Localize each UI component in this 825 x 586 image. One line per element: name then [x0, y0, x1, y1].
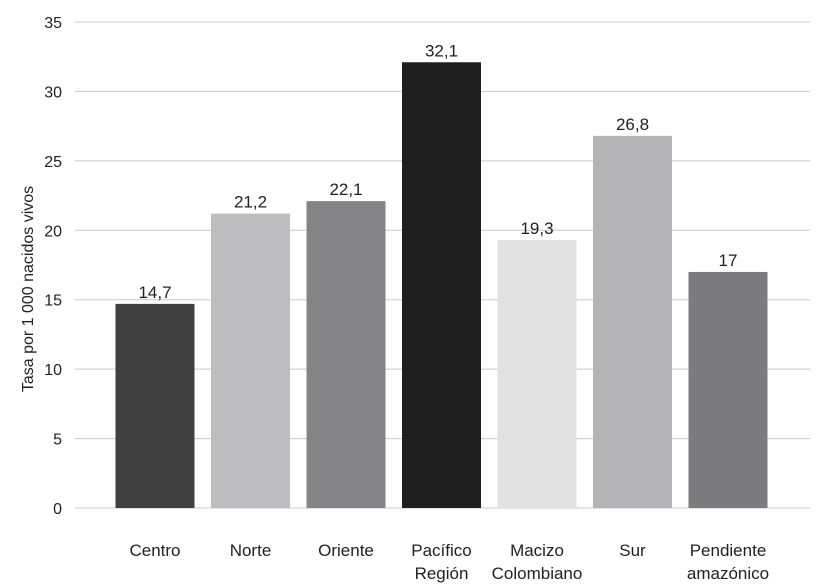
x-category-label: amazónico [687, 564, 769, 583]
y-axis-title: Tasa por 1 000 nacidos vivos [20, 186, 37, 392]
bar-value-label: 19,3 [520, 219, 553, 238]
y-tick-label: 25 [44, 154, 62, 171]
bar-value-label: 26,8 [616, 115, 649, 134]
bar [115, 303, 195, 508]
bar-value-label: 17 [719, 251, 738, 270]
x-category-label: Macizo [510, 541, 564, 560]
bar-value-label: 21,2 [234, 193, 267, 212]
x-category-label: Colombiano [492, 564, 583, 583]
y-tick-label: 30 [44, 84, 62, 101]
y-tick-label: 0 [53, 501, 62, 518]
bar [211, 213, 290, 508]
y-tick-label: 35 [44, 15, 62, 32]
bars [115, 62, 768, 509]
bar [306, 201, 386, 508]
bar [402, 62, 481, 509]
bar [688, 271, 768, 508]
bar-value-label: 32,1 [425, 41, 458, 60]
bar-value-label: 22,1 [329, 180, 362, 199]
x-category-label: Norte [230, 541, 272, 560]
x-category-label: Región [415, 564, 469, 583]
data-labels: 14,7 21,2 22,1 32,1 19,3 26,8 17 [138, 41, 737, 302]
x-category-label: Pacífico [411, 541, 471, 560]
x-category-label: Sur [619, 541, 646, 560]
bar [593, 135, 672, 508]
x-category-label: Oriente [318, 541, 374, 560]
y-tick-label: 10 [44, 362, 62, 379]
bar [497, 240, 577, 508]
y-tick-label: 15 [44, 293, 62, 310]
bar-value-label: 14,7 [138, 283, 171, 302]
y-tick-label: 5 [53, 432, 62, 449]
y-axis-ticks: 0 5 10 15 20 25 30 35 [44, 15, 62, 518]
x-category-label: Pendiente [690, 541, 767, 560]
y-tick-label: 20 [44, 223, 62, 240]
x-axis-categories: Centro Norte Oriente Pacífico Región Macizo Co… [129, 541, 769, 583]
x-category-label: Centro [129, 541, 180, 560]
